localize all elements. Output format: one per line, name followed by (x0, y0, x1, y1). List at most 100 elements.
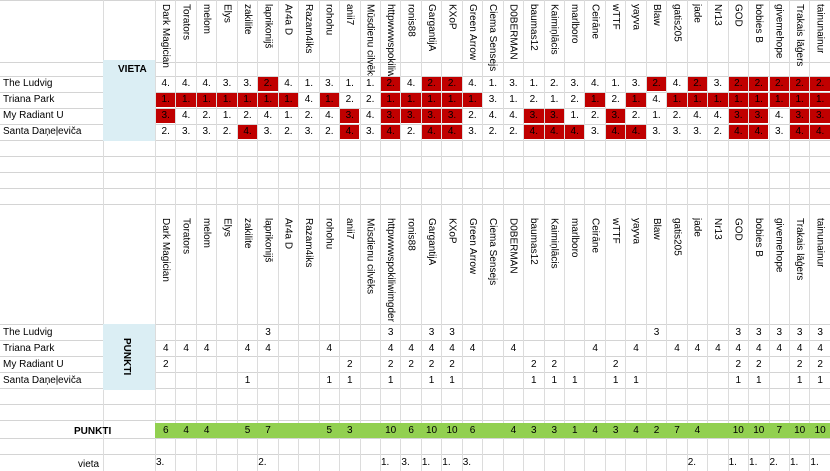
vote-cell: 2. (222, 126, 232, 137)
column-header-bottom: Ar4a D (282, 218, 294, 250)
total-cell: 3 (346, 425, 353, 436)
vote-cell: 3. (442, 109, 462, 123)
column-header-top: jade (691, 4, 703, 23)
vote-cell: 2. (529, 94, 538, 105)
vote-cell: 1. (570, 110, 579, 121)
total-cell: 7 (265, 425, 271, 436)
vote-cell: 4. (749, 125, 769, 139)
column-header-bottom: GargantijA (425, 218, 437, 266)
total-cell: 4 (633, 425, 639, 436)
vote-cell: 1. (401, 93, 421, 107)
column-header-bottom: KXoP (446, 218, 458, 244)
point-cell: 1 (796, 375, 803, 386)
column-header-top: laprikonijš (262, 4, 274, 49)
column-header-bottom: Blaw (650, 218, 662, 240)
column-header-bottom: givemehope (773, 218, 785, 273)
point-cell: 1 (735, 375, 742, 386)
total-cell: 3 (531, 425, 537, 436)
point-cell: 1 (531, 375, 537, 386)
vieta-cell: 2. (258, 457, 267, 468)
column-header-bottom: laprikonijš (262, 218, 274, 263)
column-header-bottom: httpwwwspokiliwimgdeniedpn (384, 218, 396, 322)
vote-cell: 3. (810, 109, 830, 123)
column-header-top: Dark Magician (160, 4, 171, 68)
column-header-top: baumas12 (528, 4, 540, 51)
vote-cell: 1. (626, 93, 646, 107)
vote-cell: 1. (284, 110, 293, 121)
vote-cell: 1. (421, 93, 442, 107)
column-header-top: Razam4iks (303, 4, 315, 54)
team-label-top: Santa Daņeļeviča (3, 126, 82, 137)
point-cell: 2 (796, 359, 803, 370)
vote-cell: 4. (340, 125, 360, 139)
vote-cell: 3. (263, 126, 273, 137)
point-cell: 1 (387, 375, 394, 386)
total-cell: 5 (244, 425, 251, 436)
vote-cell: 4. (304, 94, 314, 105)
vote-cell: 3. (652, 126, 661, 137)
point-cell: 3 (265, 327, 271, 338)
vote-cell: 4. (626, 125, 646, 139)
vote-cell: 2. (570, 94, 579, 105)
vote-cell: 1. (769, 93, 789, 107)
point-cell: 2 (162, 359, 169, 370)
point-cell: 1 (428, 375, 435, 386)
vote-cell: 2. (687, 77, 708, 91)
column-header-bottom: marlboro (569, 218, 580, 258)
point-cell: 2 (755, 359, 762, 370)
vote-cell: 1. (237, 93, 258, 107)
vote-cell: 1. (488, 78, 498, 89)
point-cell: 3 (755, 327, 762, 338)
point-cell: 4 (326, 343, 333, 354)
vote-cell: 2. (304, 110, 314, 121)
column-header-top: bobies B (753, 4, 765, 43)
vote-cell: 1. (667, 93, 687, 107)
point-cell: 4 (428, 343, 435, 354)
point-cell: 4 (817, 343, 823, 354)
total-cell: 3 (612, 425, 619, 436)
vote-cell: 1. (728, 93, 749, 107)
vote-cell: 3. (544, 109, 564, 123)
vote-cell: 4. (366, 110, 375, 121)
vote-cell: 1. (258, 93, 278, 107)
column-header-bottom: jade (691, 218, 703, 237)
column-header-top: Green Arrow (466, 4, 478, 61)
total-cell: 4 (203, 425, 210, 436)
vieta-row-label: vieta (78, 459, 100, 470)
column-header-bottom: wTTF (609, 218, 621, 244)
total-cell: 5 (326, 425, 333, 436)
column-header-top: Čeirāne (589, 4, 601, 40)
vote-cell: 1. (442, 93, 462, 107)
column-header-bottom: yayva (630, 218, 642, 245)
column-header-top: givemehope (773, 4, 785, 59)
vote-cell: 2. (672, 110, 682, 121)
point-cell: 4 (162, 343, 169, 354)
vote-cell: 4. (789, 125, 810, 139)
point-cell: 1 (449, 375, 455, 386)
total-cell: 7 (674, 425, 680, 436)
vote-cell: 2. (243, 110, 252, 121)
vote-cell: 4. (810, 125, 830, 139)
vieta-cell: 3. (156, 457, 165, 468)
vote-cell: 2. (810, 77, 830, 91)
point-cell: 1 (612, 375, 619, 386)
vote-cell: 2. (631, 110, 641, 121)
punkti-vertical-header: PUNKTI (121, 338, 132, 376)
vote-cell: 2. (468, 110, 477, 121)
point-cell: 2 (735, 359, 742, 370)
vote-cell: 2. (421, 77, 442, 91)
vieta-cell: 3. (401, 457, 410, 468)
point-cell: 2 (428, 359, 435, 370)
point-cell: 3 (776, 327, 782, 338)
point-cell: 1 (571, 375, 578, 386)
column-header-bottom: Mūsdienu cilvēks (364, 218, 376, 295)
vieta-cell: 2. (687, 457, 697, 468)
column-header-top: zakilite (241, 4, 253, 35)
vote-cell: 2. (258, 77, 278, 91)
vote-cell: 3. (713, 78, 723, 89)
vote-cell: 1. (687, 93, 708, 107)
column-header-bottom: baumas12 (528, 218, 540, 265)
column-header-top: yayva (630, 4, 642, 31)
vieta-cell: 3. (462, 457, 472, 468)
